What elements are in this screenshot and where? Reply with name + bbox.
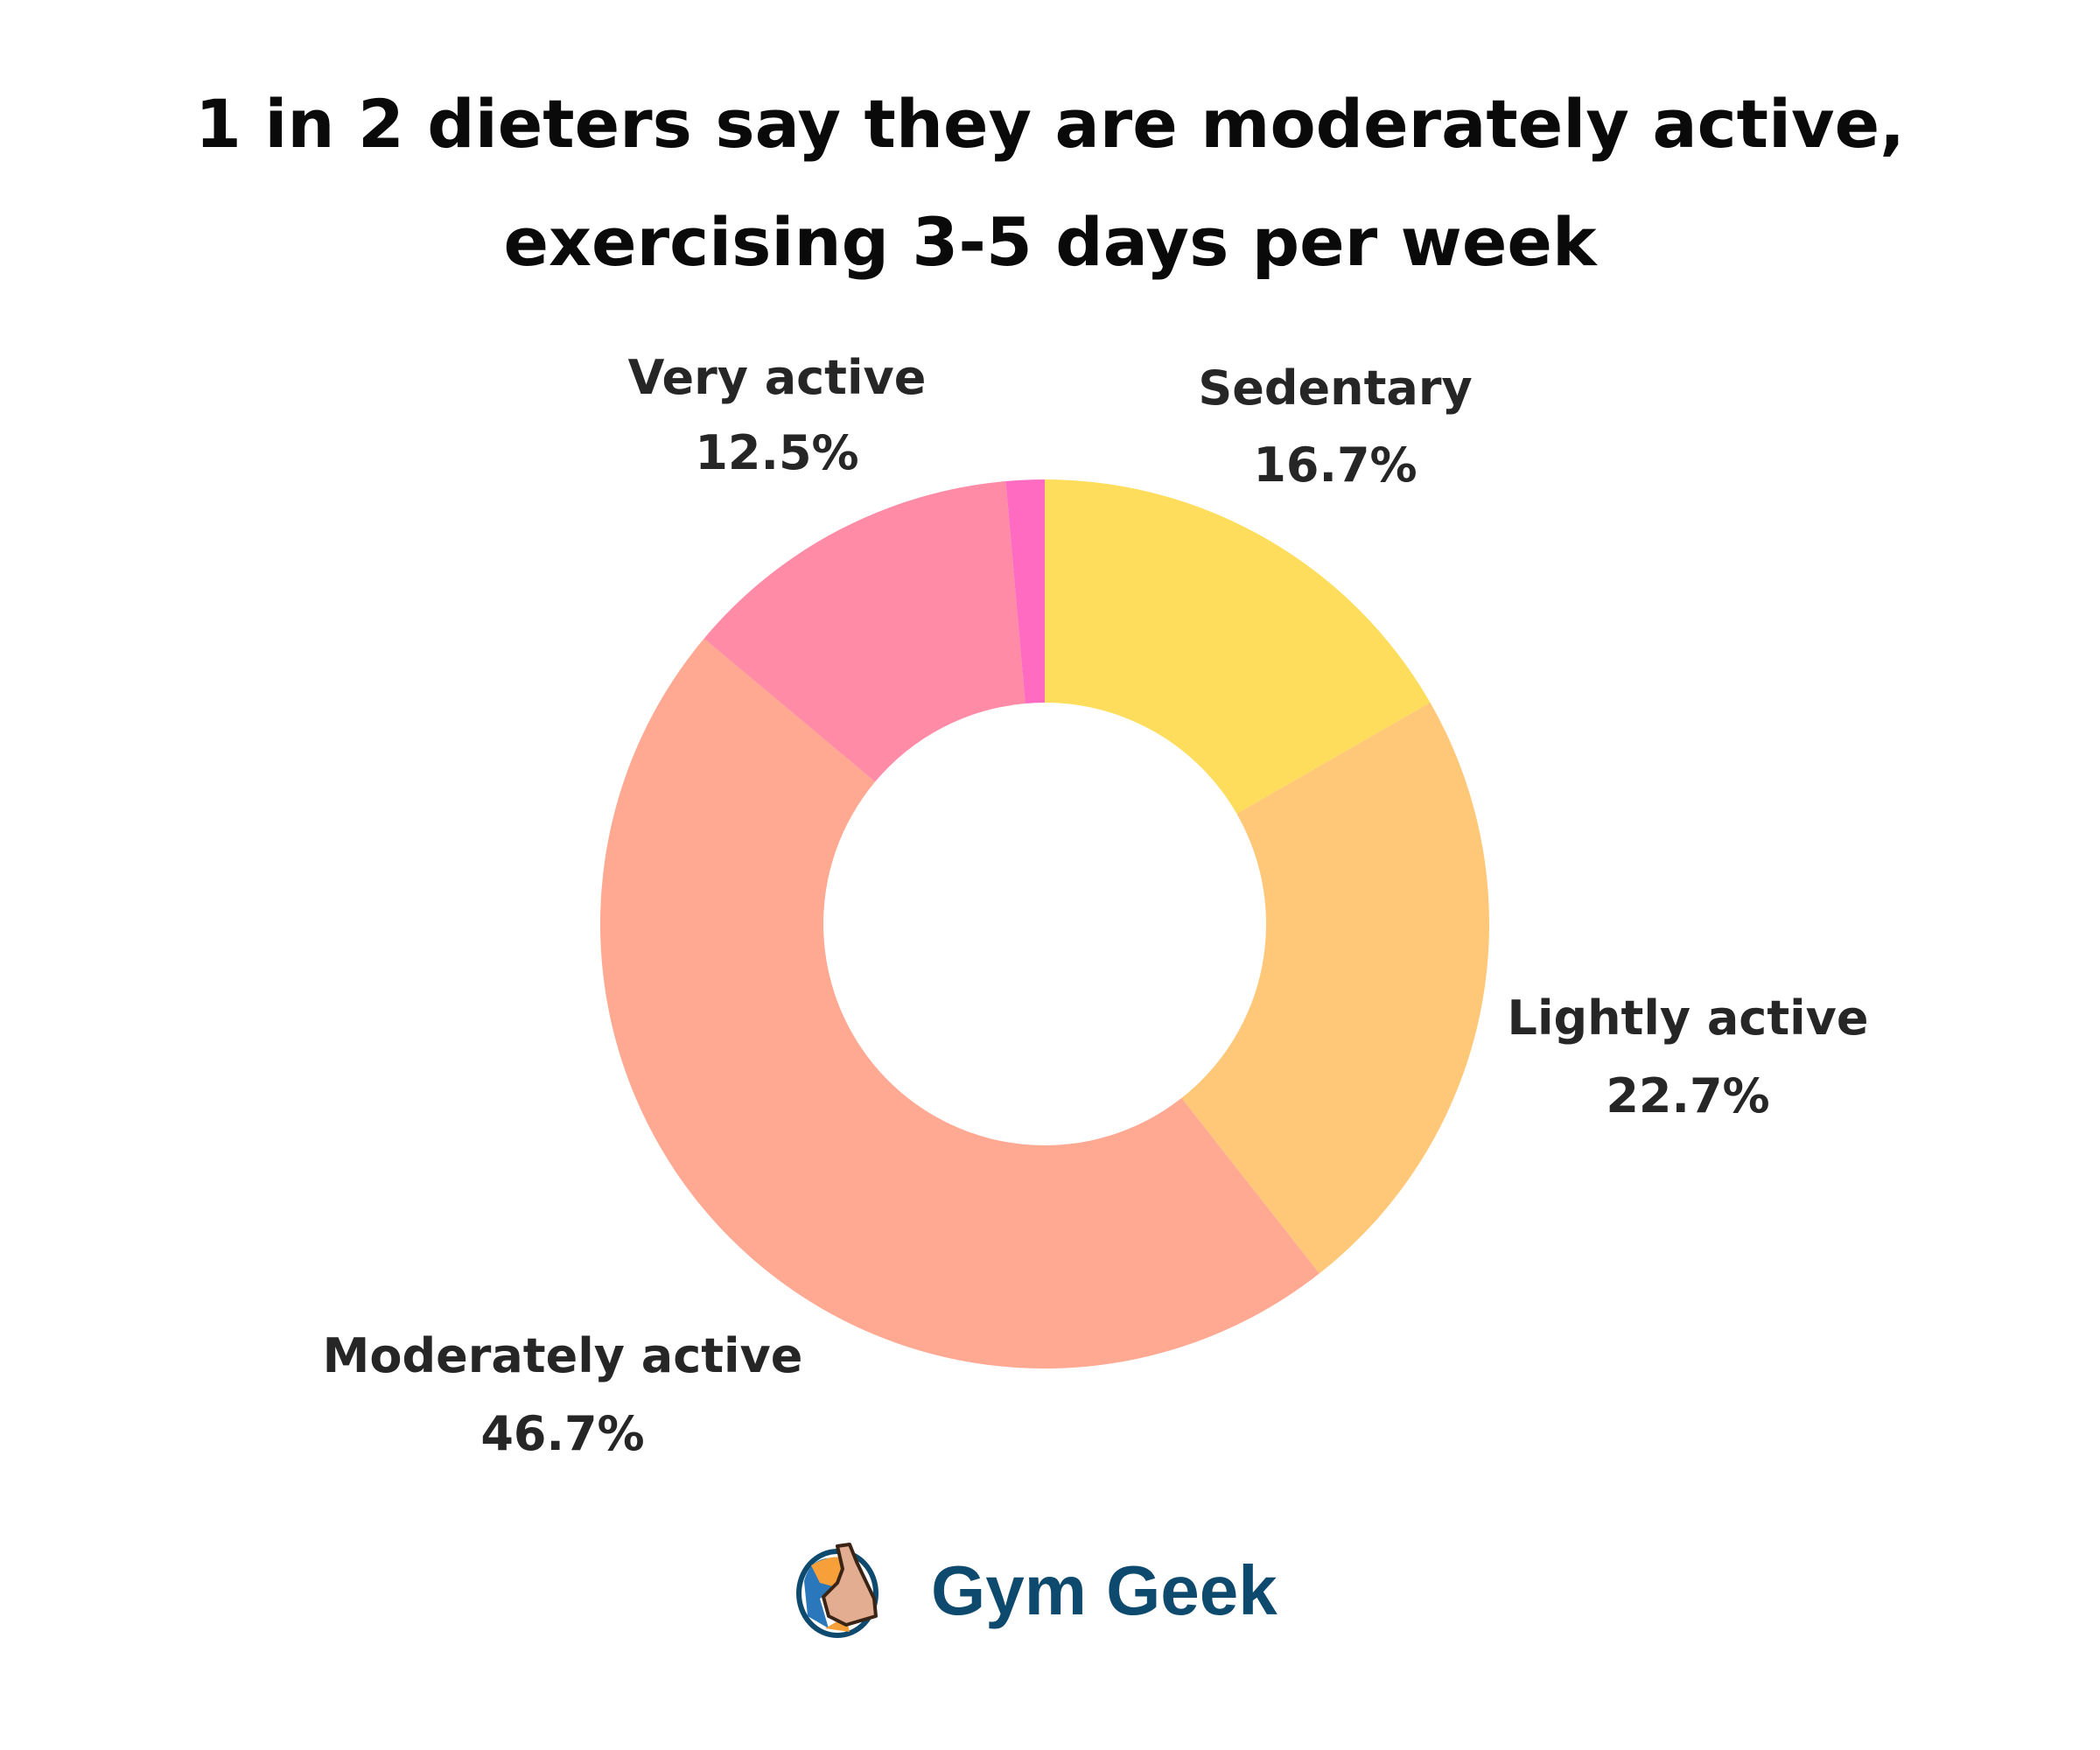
donut-slices [600, 480, 1489, 1369]
label-very-active: Very active [628, 350, 927, 405]
chart-title-line-1: 1 in 2 dieters say they are moderately a… [195, 85, 1905, 163]
label-sedentary: Sedentary [1198, 360, 1472, 416]
label-moderately-active: Moderately active [323, 1328, 803, 1383]
chart-title-line-2: exercising 3-5 days per week [503, 203, 1597, 281]
brand-name: Gym Geek [931, 1551, 1278, 1629]
slice-very-active [704, 480, 1026, 782]
value-moderately-active: 46.7% [480, 1406, 644, 1461]
value-very-active: 12.5% [695, 425, 858, 480]
value-lightly-active: 22.7% [1606, 1068, 1769, 1124]
label-lightly-active: Lightly active [1508, 990, 1869, 1046]
value-sedentary: 16.7% [1253, 438, 1417, 493]
slice-sedentary [1045, 480, 1431, 814]
slice-unlabeled [1005, 480, 1045, 704]
flexing-arm-logo-icon [796, 1543, 878, 1638]
slice-lightly-active [1181, 702, 1489, 1274]
slice-moderately-active [600, 638, 1320, 1369]
